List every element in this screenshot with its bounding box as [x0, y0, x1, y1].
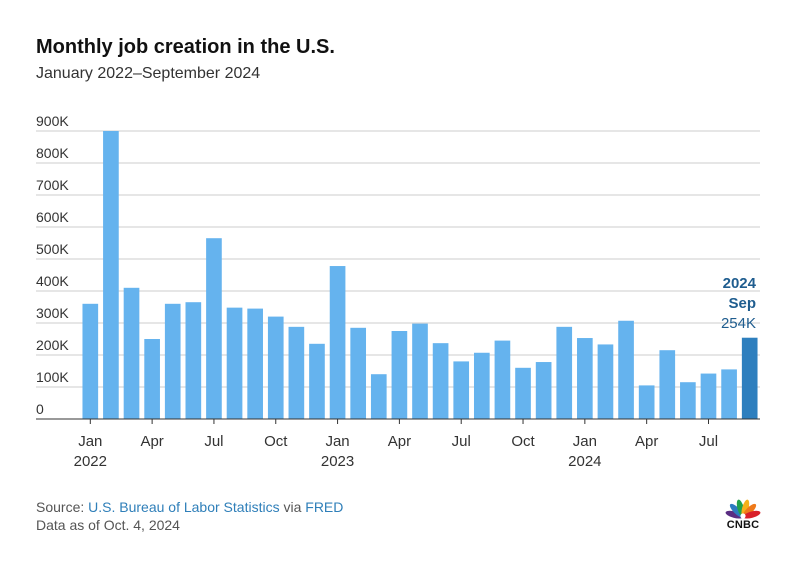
source-prefix: Source:: [36, 499, 89, 515]
source-link-fred[interactable]: FRED: [305, 499, 344, 515]
source-note: Source: U.S. Bureau of Labor Statistics …: [36, 499, 343, 515]
x-tick-label: Apr: [635, 433, 658, 450]
bar-2023-04: [391, 331, 408, 419]
annotation-value: 254K: [721, 315, 756, 332]
bar-2024-08: [721, 369, 737, 419]
bar-2024-07: [700, 373, 717, 419]
source-link-bls[interactable]: U.S. Bureau of Labor Statistics: [88, 499, 280, 515]
bar-2023-08: [473, 352, 490, 419]
bar-2022-11: [288, 326, 305, 419]
bar-2023-06: [432, 343, 449, 419]
y-tick-label: 200K: [36, 337, 69, 353]
bar-2023-01: [329, 266, 346, 419]
bar-2023-09: [494, 340, 511, 419]
bar-2023-05: [412, 323, 428, 419]
bar-2023-03: [370, 374, 387, 419]
peacock-icon: [725, 499, 761, 519]
bar-2022-04: [144, 339, 160, 419]
data-as-of: Data as of Oct. 4, 2024: [36, 517, 180, 533]
x-tick-label: Jan: [325, 433, 349, 450]
bar-2023-11: [535, 362, 552, 419]
bar-2022-05: [164, 303, 181, 419]
x-tick-label: Jan: [78, 433, 102, 450]
y-tick-label: 100K: [36, 369, 69, 385]
y-tick-label: 600K: [36, 209, 69, 225]
bar-2022-07: [206, 238, 222, 419]
x-tick-label: Jul: [204, 433, 223, 450]
x-year-label: 2024: [568, 453, 601, 470]
cnbc-logo: CNBC: [718, 496, 768, 536]
bar-2022-03: [123, 287, 140, 419]
x-year-label: 2023: [321, 453, 354, 470]
source-via: via: [279, 499, 306, 515]
x-tick-label: Jan: [573, 433, 597, 450]
y-tick-label: 800K: [36, 145, 69, 161]
x-tick-label: Apr: [388, 433, 411, 450]
x-tick-label: Oct: [511, 433, 535, 450]
bar-2024-05: [659, 350, 676, 419]
bar-2022-06: [185, 302, 202, 419]
bar-2023-10: [515, 367, 531, 419]
bar-2022-01: [82, 303, 99, 419]
y-tick-label: 0: [36, 401, 44, 417]
x-tick-label: Jul: [699, 433, 718, 450]
y-tick-label: 400K: [36, 273, 69, 289]
chart-title: Monthly job creation in the U.S.: [36, 36, 335, 58]
bar-2022-09: [247, 308, 263, 419]
y-tick-label: 900K: [36, 113, 69, 129]
chart-subtitle: January 2022–September 2024: [36, 65, 261, 82]
annotation-year: 2024: [723, 275, 757, 292]
bar-2024-04: [638, 385, 655, 419]
x-tick-label: Oct: [264, 433, 288, 450]
bar-2024-09: [741, 337, 758, 419]
bar-2023-12: [556, 326, 573, 419]
y-tick-label: 300K: [36, 305, 69, 321]
y-tick-label: 700K: [36, 177, 69, 193]
cnbc-logo-text: CNBC: [726, 519, 760, 531]
bar-2024-02: [597, 344, 614, 419]
bar-2023-07: [453, 361, 470, 419]
bar-2023-02: [350, 327, 367, 419]
bar-2022-10: [267, 316, 284, 419]
x-year-label: 2022: [74, 453, 107, 470]
bar-2024-01: [577, 338, 593, 419]
bar-2022-08: [226, 307, 243, 419]
bar-2024-03: [618, 320, 634, 419]
annotation-month: Sep: [728, 295, 756, 312]
x-tick-label: Jul: [452, 433, 471, 450]
bar-2022-02: [103, 131, 119, 419]
bar-2024-06: [680, 382, 696, 419]
y-tick-label: 500K: [36, 241, 69, 257]
bar-2022-12: [309, 343, 325, 419]
x-tick-label: Apr: [140, 433, 163, 450]
